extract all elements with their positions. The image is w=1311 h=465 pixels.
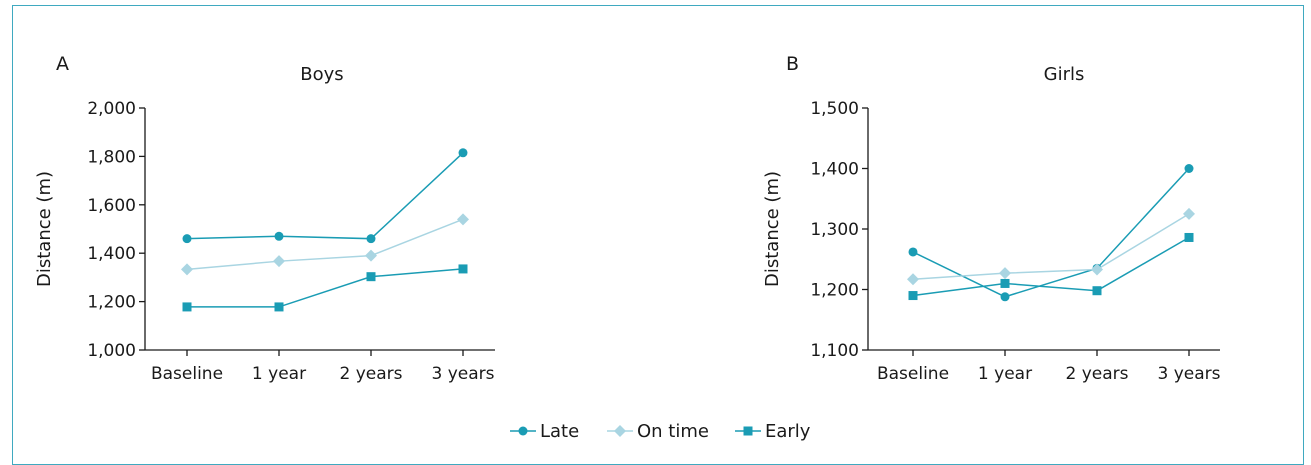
data-point-on_time xyxy=(181,263,193,276)
series-line-late xyxy=(186,152,464,240)
y-axis-title: Distance (m) xyxy=(762,171,783,287)
data-point-late xyxy=(458,148,468,158)
data-point-on_time xyxy=(1091,263,1103,276)
legend-marker-1 xyxy=(614,425,626,437)
chart-panel-girls: B Girls Distance (m) 1,100 1,200 1,300 1,400 1,… xyxy=(762,53,1221,384)
data-point-on_time xyxy=(1183,207,1195,220)
y-tick-label: 1,200 xyxy=(87,293,136,313)
data-point-late xyxy=(366,234,376,244)
panel-label: A xyxy=(56,53,69,75)
y-tick-label: 1,400 xyxy=(87,244,136,264)
legend-label: On time xyxy=(637,421,709,442)
series-line-on_time xyxy=(186,218,464,271)
chart-panel-boys: A Boys Distance (m) 1,000 1,200 1,400 1,600 1,8… xyxy=(34,53,495,384)
y-axis-title: Distance (m) xyxy=(34,171,55,287)
data-point-late xyxy=(1000,292,1010,302)
x-tick-label: 1 year xyxy=(252,364,306,384)
chart-title: Boys xyxy=(300,64,343,85)
y-tick-label: 1,200 xyxy=(810,281,859,301)
x-tick-label: Baseline xyxy=(151,364,223,384)
legend-label: Late xyxy=(540,421,579,442)
data-point-on_time xyxy=(999,267,1011,280)
x-tick-label: Baseline xyxy=(877,364,949,384)
data-point-late xyxy=(182,234,192,244)
data-point-on_time xyxy=(365,249,377,262)
panel-label: B xyxy=(786,53,799,75)
data-point-early xyxy=(908,291,918,301)
series-line-late xyxy=(912,167,1190,298)
x-tick-label: 2 years xyxy=(1065,364,1128,384)
series-line-early xyxy=(912,236,1190,297)
data-point-late xyxy=(1184,164,1194,173)
y-tick-label: 1,500 xyxy=(810,99,859,119)
series-line-on_time xyxy=(912,213,1190,280)
x-tick-label: 3 years xyxy=(1157,364,1220,384)
y-tick-label: 1,300 xyxy=(810,220,859,240)
x-tick-label: 1 year xyxy=(978,364,1032,384)
data-point-on_time xyxy=(907,273,919,286)
data-point-early xyxy=(366,272,376,282)
data-point-early xyxy=(458,264,468,274)
data-point-early xyxy=(1092,286,1102,296)
chart-legend: Late On time Early xyxy=(510,421,811,442)
x-tick-label: 3 years xyxy=(431,364,494,384)
x-tick-label: 2 years xyxy=(339,364,402,384)
data-point-early xyxy=(1184,232,1194,242)
data-point-late xyxy=(274,231,284,241)
series-line-early xyxy=(187,268,464,308)
legend-label: Early xyxy=(765,421,811,442)
y-tick-label: 1,400 xyxy=(810,160,859,180)
y-tick-label: 1,600 xyxy=(87,196,136,216)
y-tick-label: 1,800 xyxy=(87,147,136,167)
data-point-early xyxy=(1000,278,1010,288)
y-tick-label: 2,000 xyxy=(87,99,136,119)
data-point-early xyxy=(182,302,192,312)
data-point-on_time xyxy=(273,255,285,268)
data-point-late xyxy=(908,247,918,257)
data-point-early xyxy=(274,302,284,312)
data-point-on_time xyxy=(457,213,469,226)
legend-marker-2 xyxy=(743,426,753,436)
chart-title: Girls xyxy=(1044,64,1085,85)
y-tick-label: 1,000 xyxy=(87,341,136,361)
legend-marker-0 xyxy=(518,426,528,436)
y-tick-label: 1,100 xyxy=(810,341,859,361)
